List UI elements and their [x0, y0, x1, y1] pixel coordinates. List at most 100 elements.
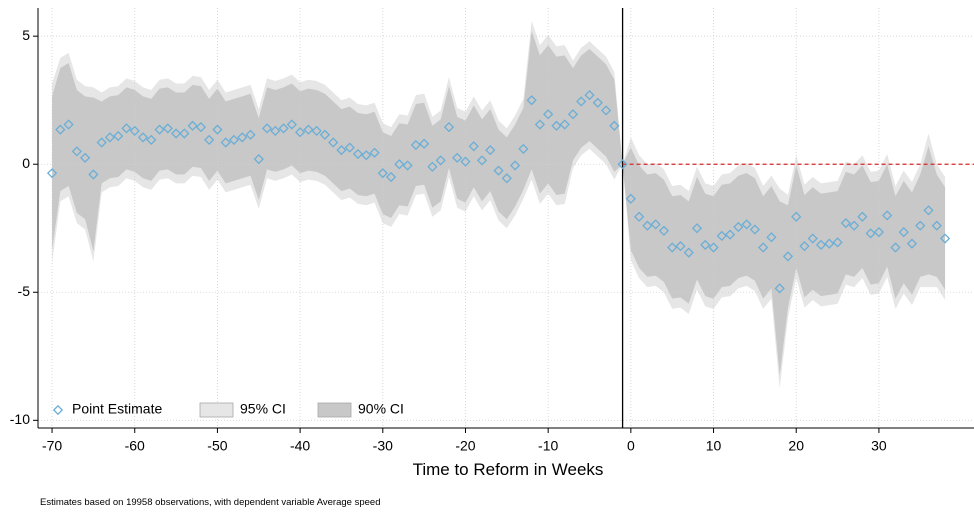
point-estimate: [319, 129, 331, 140]
reference-lines: [621, 8, 974, 428]
point-estimate: [675, 241, 686, 252]
point-estimate: [204, 134, 215, 146]
point-estimate: [584, 89, 595, 101]
x-tick-label: 20: [788, 438, 804, 454]
point-estimate: [898, 226, 909, 238]
point-estimate: [650, 219, 661, 230]
point-estimate: [468, 141, 479, 152]
x-tick-label: 0: [627, 438, 635, 454]
point-estimate: [716, 230, 727, 242]
point-estimate: [906, 238, 918, 249]
point-estimate: [344, 142, 355, 153]
x-tick-label: -70: [42, 438, 62, 454]
point-estimate: [700, 239, 711, 251]
point-estimate: [137, 132, 149, 143]
point-estimate: [567, 109, 579, 120]
point-estimate: [46, 168, 58, 179]
point-estimate: [518, 143, 529, 154]
point-estimate: [55, 124, 66, 135]
point-estimate: [96, 137, 107, 148]
point-estimate: [724, 229, 736, 240]
point-estimate: [526, 95, 537, 106]
point-estimate: [857, 211, 868, 222]
footnote: Estimates based on 19958 observations, w…: [40, 497, 380, 508]
point-estimate: [311, 125, 322, 137]
point-estimate: [427, 161, 438, 172]
point-estimate: [294, 127, 306, 138]
point-estimate: [476, 155, 488, 166]
point-estimate: [634, 211, 645, 222]
point-estimate: [600, 105, 612, 116]
x-tick-label: -30: [373, 438, 393, 454]
legend-swatch: [317, 402, 352, 418]
point-estimate: [534, 119, 546, 130]
x-tick-label: -10: [538, 438, 558, 454]
point-estimate: [774, 283, 785, 294]
point-estimate: [501, 173, 512, 184]
point-estimate: [71, 146, 82, 157]
axes: -70 -60 -50 -40 -30 -20 -10 0 10 20 30 5 0 -5 -10: [10, 8, 974, 454]
point-estimate: [278, 123, 289, 134]
x-tick-label: 10: [706, 438, 722, 454]
bands: [38, 8, 974, 428]
point-estimate: [419, 138, 430, 149]
point-estimate: [303, 124, 314, 135]
point-estimate: [683, 247, 694, 258]
point-estimate: [88, 169, 99, 180]
point-estimate: [758, 242, 769, 253]
point-estimate: [741, 219, 752, 230]
legend-label: 95% CI: [240, 401, 286, 417]
point-estimate: [170, 128, 182, 139]
y-tick-label: 0: [22, 155, 30, 171]
x-tick-label: -50: [207, 438, 227, 454]
point-estimate: [799, 241, 810, 252]
point-estimate: [154, 124, 165, 135]
point-estimate: [882, 210, 893, 221]
point-estimate: [443, 121, 455, 133]
point-estimate: [261, 123, 273, 134]
x-tick-label: -60: [125, 438, 145, 454]
point-estimate: [493, 165, 504, 176]
point-estimate: [551, 120, 562, 131]
x-tick-label: -20: [455, 438, 475, 454]
y-tick-label: 5: [22, 27, 30, 43]
legend-swatch: [199, 402, 234, 418]
point-estimate: [237, 132, 248, 143]
point-estimate: [807, 233, 818, 244]
point-estimate: [146, 134, 157, 146]
point-estimate: [460, 156, 471, 167]
point-estimate: [509, 160, 521, 171]
x-axis-title: Time to Reform in Weeks: [413, 460, 604, 479]
ci-band: [52, 31, 946, 376]
point-estimate: [824, 238, 835, 249]
point-estimate: [782, 251, 794, 262]
legend-marker: [52, 404, 64, 416]
point-estimate: [336, 145, 347, 156]
x-tick-label: 30: [871, 438, 887, 454]
point-estimate: [733, 221, 744, 233]
point-estimate: [915, 220, 926, 231]
point-estimate: [179, 128, 190, 139]
point-estimate: [815, 239, 827, 251]
grid: [38, 8, 974, 428]
y-tick-label: -5: [18, 283, 31, 299]
point-estimate: [617, 159, 628, 170]
point-estimate: [667, 242, 678, 253]
point-estimate: [195, 121, 207, 133]
point-estimate: [228, 134, 240, 146]
point-estimate: [609, 120, 620, 131]
legend: Point Estimate 95% CI 90% CI: [52, 401, 404, 418]
point-estimate: [791, 211, 802, 222]
point-estimate: [766, 232, 777, 243]
point-estimate: [361, 150, 372, 161]
points: [46, 89, 951, 294]
point-estimate: [931, 220, 942, 231]
point-estimate: [865, 228, 876, 239]
point-estimate: [923, 205, 934, 216]
point-estimate: [212, 124, 223, 135]
point-estimate: [435, 155, 446, 166]
point-estimate: [452, 152, 463, 163]
point-estimate: [129, 125, 140, 137]
point-estimate: [749, 224, 761, 235]
